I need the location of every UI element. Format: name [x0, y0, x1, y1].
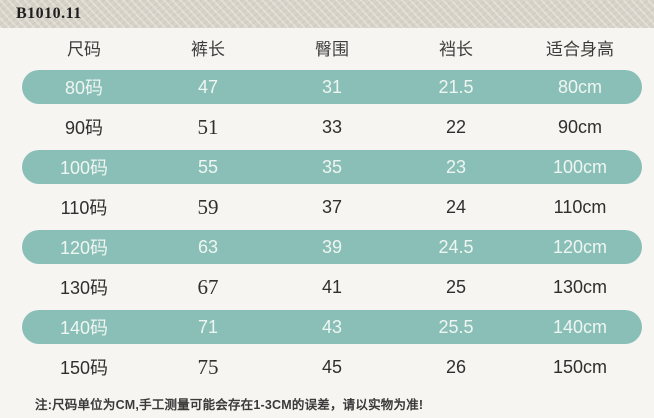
size-chart-table: 尺码 裤长 臀围 裆长 适合身高 80码 47 31 21.5 80cm 90码 51 33 2… — [0, 28, 654, 387]
table-cell: 150cm — [552, 356, 608, 377]
table-cell: 110cm — [553, 196, 607, 217]
table-cell: 80码 — [64, 78, 104, 98]
column-header-pant-length: 裤长 — [191, 40, 225, 59]
table-cell: 35 — [321, 156, 343, 177]
column-header-height: 适合身高 — [546, 40, 614, 59]
table-row-highlighted: 80码 47 31 21.5 80cm — [22, 70, 642, 104]
column-header-size: 尺码 — [67, 40, 101, 59]
measurement-disclaimer-note: 注:尺码单位为CM,手工测量可能会存在1-3CM的误差，请以实物为准! — [35, 398, 424, 412]
table-row-highlighted: 120码 63 39 24.5 120cm — [22, 230, 642, 264]
table-body: 80码 47 31 21.5 80cm 90码 51 33 22 90cm 100码 55 35 23 10… — [0, 70, 654, 387]
table-cell: 39 — [321, 236, 343, 257]
table-cell: 63 — [197, 236, 219, 257]
table-cell: 21.5 — [438, 76, 474, 97]
table-row: 110码 59 37 24 110cm — [22, 187, 642, 227]
table-cell: 110码 — [60, 198, 108, 218]
table-cell: 43 — [321, 316, 343, 337]
table-cell: 41 — [321, 276, 343, 297]
table-cell: 90码 — [64, 118, 104, 138]
table-row-highlighted: 140码 71 43 25.5 140cm — [22, 310, 642, 344]
column-header-crotch: 裆长 — [439, 40, 473, 59]
table-row: 150码 75 45 26 150cm — [22, 347, 642, 387]
table-cell: 33 — [321, 116, 343, 137]
table-cell: 130码 — [59, 278, 109, 298]
table-row: 130码 67 41 25 130cm — [22, 267, 642, 307]
table-cell: 23 — [445, 156, 467, 177]
table-cell: 140码 — [59, 318, 109, 338]
table-cell: 130cm — [552, 276, 608, 297]
table-cell: 80cm — [557, 76, 602, 97]
table-cell: 47 — [197, 76, 219, 97]
table-cell: 67 — [197, 274, 219, 299]
table-cell: 71 — [197, 316, 219, 337]
table-cell: 59 — [197, 194, 219, 219]
table-cell: 150码 — [59, 358, 109, 378]
table-cell: 22 — [445, 116, 467, 137]
table-cell: 100码 — [59, 158, 109, 178]
table-cell: 24.5 — [438, 236, 474, 257]
table-cell: 120码 — [59, 238, 109, 258]
table-cell: 75 — [197, 354, 219, 379]
table-cell: 31 — [321, 76, 343, 97]
table-row-highlighted: 100码 55 35 23 100cm — [22, 150, 642, 184]
table-cell: 37 — [321, 196, 343, 217]
table-cell: 24 — [445, 196, 467, 217]
table-cell: 90cm — [557, 116, 602, 137]
table-cell: 51 — [197, 114, 219, 139]
table-cell: 120cm — [552, 236, 608, 257]
table-cell: 45 — [321, 356, 343, 377]
column-header-hip: 臀围 — [315, 40, 349, 59]
table-row: 90码 51 33 22 90cm — [22, 107, 642, 147]
table-cell: 25.5 — [438, 316, 474, 337]
table-cell: 26 — [445, 356, 467, 377]
table-cell: 25 — [445, 276, 467, 297]
texture-header-band: B1010.11 — [0, 0, 654, 28]
table-cell: 140cm — [552, 316, 608, 337]
product-code-label: B1010.11 — [16, 5, 82, 22]
table-cell: 100cm — [552, 156, 608, 177]
table-cell: 55 — [197, 156, 219, 177]
table-header-row: 尺码 裤长 臀围 裆长 适合身高 — [22, 28, 642, 67]
